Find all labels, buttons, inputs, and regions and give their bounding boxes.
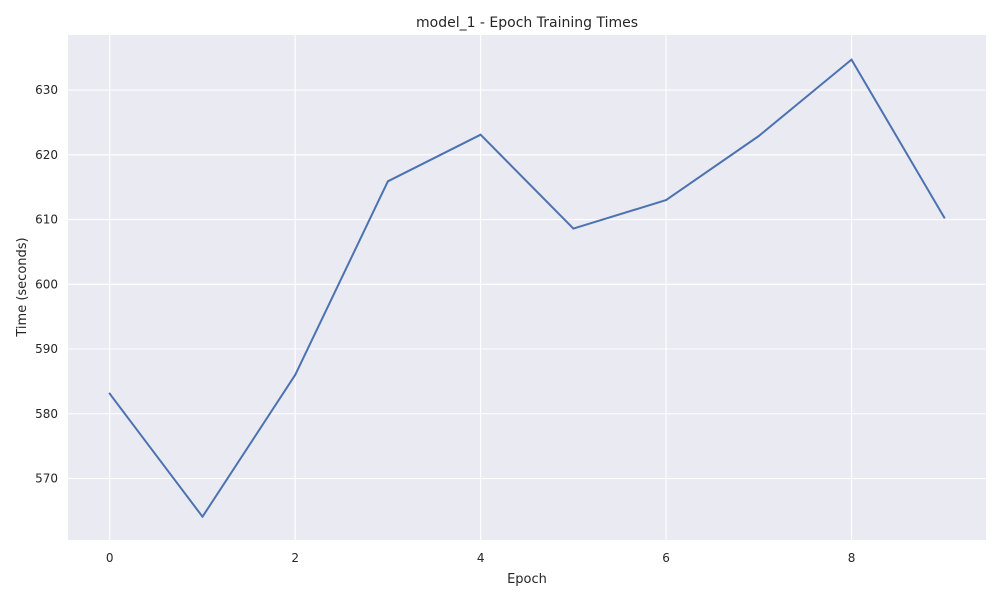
x-tick-labels: 0 2 4 6 8 — [106, 551, 855, 565]
x-axis-label: Epoch — [507, 572, 547, 587]
data-point — [572, 227, 575, 230]
data-point — [201, 515, 204, 518]
data-point — [108, 392, 111, 395]
data-point — [294, 373, 297, 376]
series-layer — [108, 58, 946, 518]
data-point — [386, 180, 389, 183]
grid-lines — [68, 35, 986, 540]
chart-title: model_1 - Epoch Training Times — [416, 15, 638, 31]
data-point — [943, 216, 946, 219]
data-point — [850, 58, 853, 61]
data-point — [757, 135, 760, 137]
x-tick-label: 8 — [848, 551, 856, 565]
y-tick-label: 590 — [35, 342, 58, 356]
y-tick-label: 600 — [35, 277, 58, 291]
x-tick-label: 4 — [477, 551, 485, 565]
y-tick-label: 610 — [35, 213, 58, 227]
y-tick-labels: 570 580 590 600 610 620 630 — [35, 83, 58, 485]
y-tick-label: 580 — [35, 407, 58, 421]
series-line — [108, 58, 946, 518]
plot-background — [68, 35, 986, 540]
y-axis-label: Time (seconds) — [15, 237, 30, 337]
y-tick-label: 570 — [35, 471, 58, 485]
x-tick-label: 0 — [106, 551, 114, 565]
y-tick-label: 630 — [35, 83, 58, 97]
data-point — [665, 199, 668, 202]
data-point — [479, 133, 482, 136]
x-tick-label: 2 — [291, 551, 299, 565]
y-tick-label: 620 — [35, 148, 58, 162]
x-tick-label: 6 — [662, 551, 670, 565]
